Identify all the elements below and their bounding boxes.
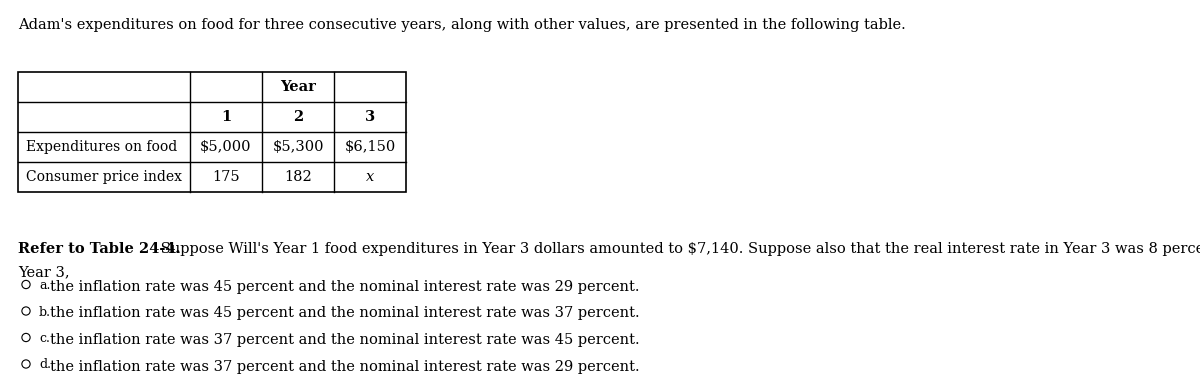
Text: 1: 1 [221, 110, 232, 124]
Text: Expenditures on food: Expenditures on food [26, 140, 178, 154]
Text: the inflation rate was 37 percent and the nominal interest rate was 29 percent.: the inflation rate was 37 percent and th… [50, 359, 640, 373]
Text: the inflation rate was 45 percent and the nominal interest rate was 29 percent.: the inflation rate was 45 percent and th… [50, 280, 640, 294]
Text: Consumer price index: Consumer price index [26, 170, 182, 184]
Text: the inflation rate was 45 percent and the nominal interest rate was 37 percent.: the inflation rate was 45 percent and th… [50, 306, 640, 320]
Text: d.: d. [38, 358, 50, 371]
Text: 182: 182 [284, 170, 312, 184]
Text: $5,300: $5,300 [272, 140, 324, 154]
Text: Adam's expenditures on food for three consecutive years, along with other values: Adam's expenditures on food for three co… [18, 18, 906, 32]
Text: $6,150: $6,150 [344, 140, 396, 154]
Text: 3: 3 [365, 110, 376, 124]
Text: c.: c. [38, 332, 50, 345]
Text: Year: Year [280, 80, 316, 94]
Text: Refer to Table 24-4.: Refer to Table 24-4. [18, 242, 180, 256]
Text: Year 3,: Year 3, [18, 265, 70, 279]
Text: the inflation rate was 37 percent and the nominal interest rate was 45 percent.: the inflation rate was 37 percent and th… [50, 333, 640, 347]
Text: 175: 175 [212, 170, 240, 184]
Bar [18, 72, 406, 192]
Text: b.: b. [38, 305, 50, 318]
Text: 2: 2 [293, 110, 304, 124]
Text: Suppose Will's Year 1 food expenditures in Year 3 dollars amounted to $7,140. Su: Suppose Will's Year 1 food expenditures … [156, 242, 1200, 256]
Text: x: x [366, 170, 374, 184]
Text: a.: a. [38, 279, 50, 292]
Text: $5,000: $5,000 [200, 140, 252, 154]
